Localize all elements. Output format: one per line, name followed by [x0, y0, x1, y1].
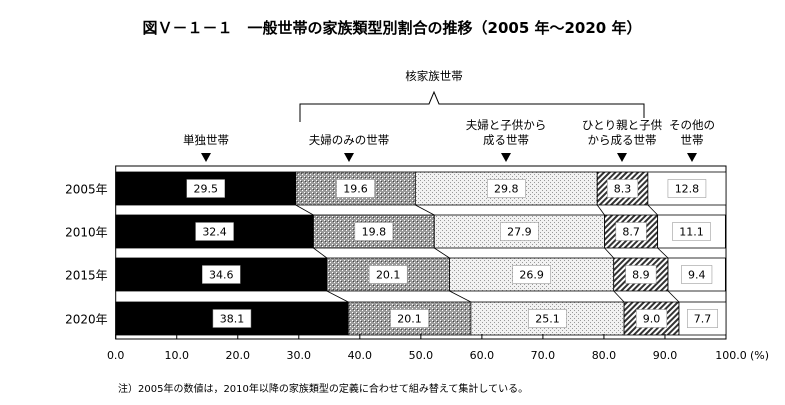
data-label-box: [681, 265, 713, 284]
data-label-box: [615, 222, 647, 241]
data-label: 12.8: [675, 183, 700, 196]
series-legend-label: 夫婦と子供から: [466, 118, 547, 132]
data-label: 7.7: [694, 313, 712, 326]
data-label-box: [687, 309, 719, 328]
series-legend-label: ひとり親と子供: [582, 118, 663, 132]
data-label-box: [336, 179, 375, 198]
data-label: 26.9: [519, 269, 544, 282]
data-label: 9.4: [688, 269, 706, 282]
connector-line: [313, 247, 328, 259]
group-bracket: [299, 90, 645, 122]
data-label: 19.8: [362, 226, 387, 239]
connector-line: [667, 290, 680, 303]
down-arrow-icon: [501, 153, 511, 162]
data-label: 8.3: [614, 183, 632, 196]
data-label: 27.9: [507, 226, 532, 239]
data-label-box: [528, 309, 567, 328]
data-label-box: [354, 222, 394, 241]
data-label: 19.6: [343, 183, 368, 196]
data-label: 8.9: [632, 269, 650, 282]
connector-line: [415, 204, 435, 216]
connector-line: [434, 247, 450, 259]
data-label-box: [202, 265, 241, 284]
x-tick-label: 60.0: [470, 349, 495, 362]
category-label: 2015年: [65, 269, 108, 283]
series-legend-label: 世帯: [681, 133, 704, 147]
data-label: 8.7: [622, 226, 640, 239]
x-tick-label: 50.0: [409, 349, 434, 362]
connector-line: [596, 204, 605, 216]
data-label: 38.1: [220, 313, 245, 326]
x-tick-label: 0.0: [107, 349, 125, 362]
x-tick-label: 10.0: [164, 349, 189, 362]
series-legend-label: 夫婦のみの世帯: [309, 133, 390, 147]
data-label: 25.1: [535, 313, 560, 326]
down-arrow-icon: [201, 153, 211, 162]
data-label: 34.6: [209, 269, 234, 282]
connector-line: [657, 247, 669, 259]
category-label: 2020年: [65, 313, 108, 327]
data-label: 9.0: [643, 313, 661, 326]
group-label: 核家族世帯: [405, 69, 463, 83]
series-legend-label: から成る世帯: [588, 133, 657, 147]
series-legend-label: 成る世帯: [483, 133, 529, 147]
data-label-box: [607, 179, 639, 198]
series-legend-label: 単独世帯: [183, 133, 229, 147]
down-arrow-icon: [687, 153, 697, 162]
data-label: 29.5: [193, 183, 218, 196]
series-legend-label: その他の: [669, 118, 715, 132]
x-tick-label: 20.0: [226, 349, 251, 362]
data-label-box: [625, 265, 657, 284]
data-label-box: [212, 309, 252, 328]
connector-line: [326, 290, 349, 303]
x-tick-label: 100.0: [715, 349, 747, 362]
x-tick-label: 40.0: [348, 349, 373, 362]
data-label: 29.8: [494, 183, 519, 196]
data-label-box: [500, 222, 539, 241]
category-label: 2010年: [65, 226, 108, 240]
data-label: 20.1: [397, 313, 422, 326]
connector-line: [295, 204, 314, 216]
x-unit-label: (%): [750, 349, 769, 362]
connector-line: [604, 247, 614, 259]
connector-line: [449, 290, 472, 303]
data-label-box: [390, 309, 429, 328]
data-label-box: [368, 265, 408, 284]
data-label-box: [195, 222, 234, 241]
connector-line: [613, 290, 625, 303]
chart-title: 図Ｖ－１－１ 一般世帯の家族類型別割合の推移（2005 年～2020 年）: [143, 19, 642, 37]
data-label-box: [186, 179, 225, 198]
category-label: 2005年: [65, 183, 108, 197]
x-tick-label: 80.0: [592, 349, 617, 362]
data-label: 11.1: [679, 226, 704, 239]
down-arrow-icon: [617, 153, 627, 162]
connector-line: [647, 204, 658, 216]
data-label-box: [636, 309, 668, 328]
x-tick-label: 70.0: [531, 349, 556, 362]
chart-note: 注）2005年の数値は，2010年以降の家族類型の定義に合わせて組み替えて集計し…: [118, 382, 528, 395]
x-tick-label: 30.0: [287, 349, 312, 362]
data-label-box: [512, 265, 551, 284]
data-label-box: [487, 179, 526, 198]
down-arrow-icon: [344, 153, 354, 162]
data-label-box: [672, 222, 711, 241]
x-tick-label: 90.0: [653, 349, 678, 362]
data-label: 20.1: [376, 269, 401, 282]
data-label-box: [667, 179, 707, 198]
data-label: 32.4: [202, 226, 227, 239]
